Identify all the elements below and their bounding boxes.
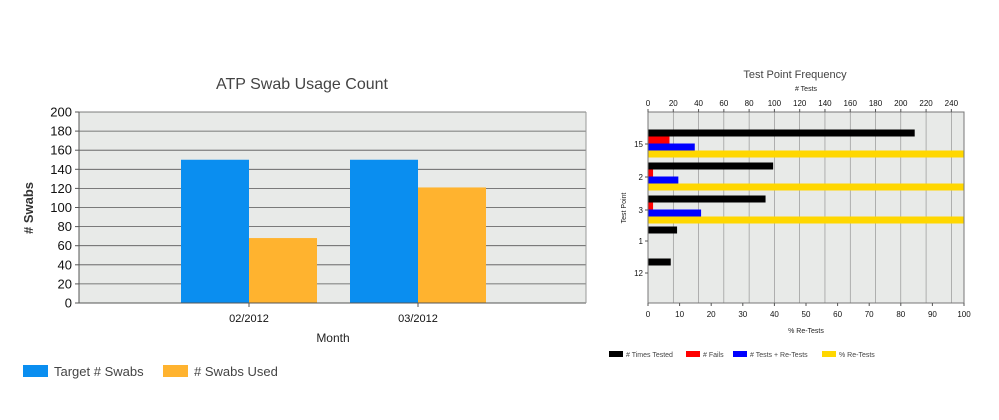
swab-legend-label: # Swabs Used: [194, 364, 278, 379]
swab-bars: [181, 159, 486, 303]
tp-top-tick-label: 40: [694, 99, 703, 108]
tp-bar: [648, 216, 964, 224]
swab-y-tick-label: 120: [50, 181, 72, 196]
tp-legend-swatch: [686, 351, 700, 357]
swab-y-tick-label: 60: [58, 238, 72, 253]
tp-top-tick-label: 240: [945, 99, 959, 108]
swab-bar: [418, 187, 486, 303]
swab-x-tick-label: 03/2012: [398, 313, 438, 325]
swab-y-tick-label: 180: [50, 124, 72, 139]
tp-top-tick-label: 100: [768, 99, 782, 108]
swab-chart: ATP Swab Usage Count 0 20 40 60 80 100 120 140 1…: [21, 76, 587, 379]
tp-bars: [648, 129, 964, 266]
tp-bar: [648, 143, 695, 151]
swab-legend: Target # Swabs # Swabs Used: [23, 364, 278, 379]
tp-bar: [648, 195, 766, 203]
swab-x-axis-label: Month: [316, 331, 349, 345]
swab-legend-label: Target # Swabs: [54, 364, 144, 379]
tp-top-tick-label: 220: [919, 99, 933, 108]
tp-category-labels: 15 2 3 1 12: [634, 140, 648, 278]
swab-bar: [350, 159, 418, 303]
swab-y-ticks: 0 20 40 60 80 100 120 140 160 180 200: [50, 105, 79, 311]
swab-x-ticks: 02/2012 03/2012: [229, 303, 438, 325]
tp-category-label: 3: [639, 206, 644, 215]
tp-top-tick-label: 140: [818, 99, 832, 108]
tp-legend-swatch: [609, 351, 623, 357]
tp-bar: [648, 258, 671, 266]
tp-bottom-tick-label: 20: [707, 310, 716, 319]
tp-bar: [648, 162, 774, 170]
tp-legend-label: % Re-Tests: [839, 352, 875, 359]
tp-bottom-tick-label: 90: [928, 310, 937, 319]
tp-bottom-tick-label: 30: [738, 310, 747, 319]
swab-y-tick-label: 200: [50, 105, 72, 120]
tp-bar: [648, 183, 964, 191]
tp-bottom-axis-label: % Re-Tests: [788, 328, 824, 335]
swab-y-tick-label: 140: [50, 162, 72, 177]
tp-legend-swatch: [733, 351, 747, 357]
tp-legend-label: # Times Tested: [626, 352, 673, 359]
test-point-chart: Test Point Frequency # Tests 0 20 40 60 80 10…: [609, 69, 971, 359]
swab-legend-swatch: [23, 365, 48, 377]
swab-legend-swatch: [163, 365, 188, 377]
tp-top-tick-label: 180: [869, 99, 883, 108]
tp-bar: [648, 169, 654, 177]
tp-bottom-ticks: 0 10 20 30 40 50 60 70 80 90 100: [646, 303, 971, 319]
swab-chart-title: ATP Swab Usage Count: [216, 76, 389, 93]
tp-chart-title: Test Point Frequency: [743, 69, 847, 81]
tp-bottom-tick-label: 40: [770, 310, 779, 319]
tp-plot-area: [648, 112, 964, 303]
swab-y-axis-label: # Swabs: [21, 182, 36, 234]
swab-y-tick-label: 80: [58, 219, 72, 234]
tp-bottom-tick-label: 100: [957, 310, 971, 319]
tp-category-label: 15: [634, 140, 643, 149]
tp-category-label: 2: [639, 173, 644, 182]
swab-x-tick-label: 02/2012: [229, 313, 269, 325]
tp-bottom-tick-label: 0: [646, 310, 651, 319]
tp-legend-label: # Tests + Re-Tests: [750, 352, 808, 359]
tp-legend-swatch: [822, 351, 836, 357]
tp-bar: [648, 136, 670, 144]
tp-top-tick-label: 20: [669, 99, 678, 108]
tp-bottom-tick-label: 70: [865, 310, 874, 319]
swab-y-tick-label: 100: [50, 200, 72, 215]
tp-top-tick-label: 160: [844, 99, 858, 108]
tp-bar: [648, 129, 915, 137]
tp-top-tick-label: 200: [894, 99, 908, 108]
tp-top-ticks: 0 20 40 60 80 100 120 140 160 180 200 220 240: [646, 99, 959, 112]
swab-y-tick-label: 0: [65, 296, 72, 311]
tp-bar: [648, 209, 702, 217]
tp-top-tick-label: 60: [719, 99, 728, 108]
tp-top-axis-label: # Tests: [795, 86, 818, 93]
tp-legend: # Times Tested # Fails # Tests + Re-Tests%…: [609, 351, 875, 359]
tp-top-tick-label: 0: [646, 99, 651, 108]
tp-bottom-tick-label: 80: [896, 310, 905, 319]
tp-legend-label: # Fails: [703, 352, 724, 359]
swab-bar: [181, 159, 249, 303]
swab-bar: [249, 238, 317, 303]
tp-bottom-tick-label: 60: [833, 310, 842, 319]
swab-y-tick-label: 40: [58, 257, 72, 272]
tp-category-label: 12: [634, 269, 643, 278]
swab-y-tick-label: 20: [58, 276, 72, 291]
tp-bar: [648, 176, 679, 184]
tp-top-tick-label: 80: [745, 99, 754, 108]
tp-bar: [648, 150, 964, 158]
tp-bar: [648, 202, 654, 210]
tp-bottom-tick-label: 50: [802, 310, 811, 319]
tp-top-tick-label: 120: [793, 99, 807, 108]
swab-gridlines: [79, 111, 586, 285]
tp-bottom-tick-label: 10: [675, 310, 684, 319]
tp-y-axis-label: Test Point: [621, 193, 628, 224]
tp-bar: [648, 226, 678, 234]
swab-y-tick-label: 160: [50, 143, 72, 158]
tp-category-label: 1: [639, 237, 644, 246]
